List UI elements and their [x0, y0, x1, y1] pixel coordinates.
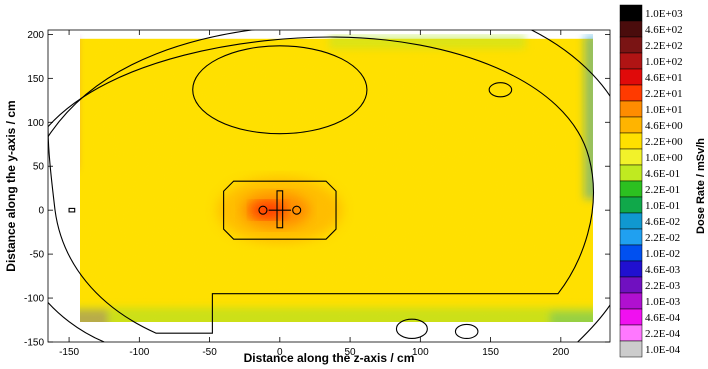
- colorbar-swatch: [619, 308, 643, 326]
- colorbar-level-label: 1.0E+01: [645, 104, 683, 116]
- colorbar-level-label: 4.6E+01: [645, 72, 683, 84]
- colorbar-swatch: [619, 68, 643, 86]
- colorbar-level-label: 1.0E+03: [645, 8, 683, 20]
- source-vertical-rod: [276, 190, 284, 229]
- x-tick-label: 0: [277, 347, 283, 358]
- lower-circle-outline-1: [395, 318, 428, 340]
- outer-boundary-outline: [48, 36, 594, 334]
- x-tick-label: -150: [59, 347, 79, 358]
- x-tick-label: -50: [202, 347, 217, 358]
- colorbar-level-label: 1.0E-02: [645, 248, 680, 260]
- y-tick-label: 100: [27, 118, 44, 129]
- colorbar-swatch: [619, 132, 643, 150]
- y-tick-label: -100: [24, 294, 44, 305]
- colorbar: 1.0E+03 4.6E+02 2.2E+02 1.0E+02 4.6E+01 2.2E+…: [619, 4, 683, 358]
- colorbar-swatch: [619, 196, 643, 214]
- y-tick-label: -50: [30, 250, 45, 261]
- colorbar-swatch: [619, 228, 643, 246]
- source-right-ring: [292, 205, 302, 215]
- x-tick-label: 100: [412, 347, 429, 358]
- outer-arc-bottom-right: [577, 304, 610, 342]
- y-tick-label: -150: [24, 338, 44, 349]
- heatmap-field: [48, 34, 593, 322]
- colorbar-level-label: 2.2E-02: [645, 232, 680, 244]
- small-rect-outline: [68, 207, 76, 213]
- outer-arc-top-right: [530, 30, 610, 98]
- colorbar-level-label: 4.6E+00: [645, 120, 683, 132]
- colorbar-level-label: 1.0E+02: [645, 56, 683, 68]
- colorbar-level-label: 4.6E-01: [645, 168, 680, 180]
- colorbar-level-label: 2.2E-04: [645, 328, 681, 340]
- colorbar-level-label: 1.0E-03: [645, 296, 681, 308]
- colorbar-level-label: 1.0E+00: [645, 152, 683, 164]
- colorbar-level-label: 1.0E-01: [645, 200, 680, 212]
- colorbar-swatch: [619, 148, 643, 166]
- colorbar-level-label: 2.2E+00: [645, 136, 683, 148]
- colorbar-swatch: [619, 244, 643, 262]
- geometry-outlines: [48, 30, 610, 342]
- colorbar-level-label: 4.6E-02: [645, 216, 680, 228]
- y-tick-label: 150: [27, 74, 44, 85]
- upper-right-circle-outline: [488, 82, 513, 98]
- x-tick-label: -100: [129, 347, 149, 358]
- colorbar-swatch: [619, 100, 643, 118]
- colorbar-swatch: [619, 212, 643, 230]
- colorbar-level-label: 4.6E+02: [645, 24, 683, 36]
- colorbar-level-label: 2.2E-01: [645, 184, 680, 196]
- colorbar-swatch: [619, 180, 643, 198]
- outer-arc-bottom-left: [48, 301, 105, 342]
- colorbar-swatch: [619, 276, 643, 294]
- heatmap-noise-texture: [80, 38, 593, 322]
- colorbar-swatch: [619, 20, 643, 38]
- x-tick-label: 50: [345, 347, 357, 358]
- lower-circle-outline-2: [454, 323, 479, 340]
- y-tick-label: 200: [27, 30, 44, 41]
- colorbar-level-label: 4.6E-03: [645, 264, 681, 276]
- y-axis-label: Distance along the y-axis / cm: [4, 100, 18, 271]
- x-tick-label: 150: [482, 347, 499, 358]
- colorbar-swatch: [619, 116, 643, 134]
- x-tick-label: 200: [552, 347, 569, 358]
- colorbar-swatch: [619, 260, 643, 278]
- y-tick-label: 0: [38, 206, 44, 217]
- colorbar-level-label: 1.0E-04: [645, 344, 681, 356]
- colorbar-level-label: 2.2E+01: [645, 88, 683, 100]
- colorbar-swatch: [619, 52, 643, 70]
- edge-left-top: [48, 35, 76, 169]
- colorbar-title: Dose Rate / mSv/h: [695, 138, 707, 234]
- y-axis: -150 -100 -50 0 50 100 150 200: [24, 30, 610, 349]
- colorbar-swatch: [619, 324, 643, 342]
- source-left-ring: [258, 205, 268, 215]
- source-octagon-outline: [223, 180, 337, 240]
- colorbar-swatch: [619, 4, 643, 22]
- upper-ellipse-outline: [192, 45, 368, 135]
- colorbar-swatch: [619, 292, 643, 310]
- colorbar-level-label: 2.2E-03: [645, 280, 681, 292]
- x-axis-label: Distance along the z-axis / cm: [244, 351, 415, 365]
- y-tick-label: 50: [33, 162, 45, 173]
- colorbar-swatch: [619, 36, 643, 54]
- plot-frame: [47, 29, 611, 343]
- colorbar-swatch: [619, 340, 643, 358]
- colorbar-level-label: 4.6E-04: [645, 312, 681, 324]
- colorbar-swatch: [619, 84, 643, 102]
- colorbar-level-label: 2.2E+02: [645, 40, 683, 52]
- colorbar-swatch: [619, 164, 643, 182]
- outer-arc-top-left: [48, 30, 256, 139]
